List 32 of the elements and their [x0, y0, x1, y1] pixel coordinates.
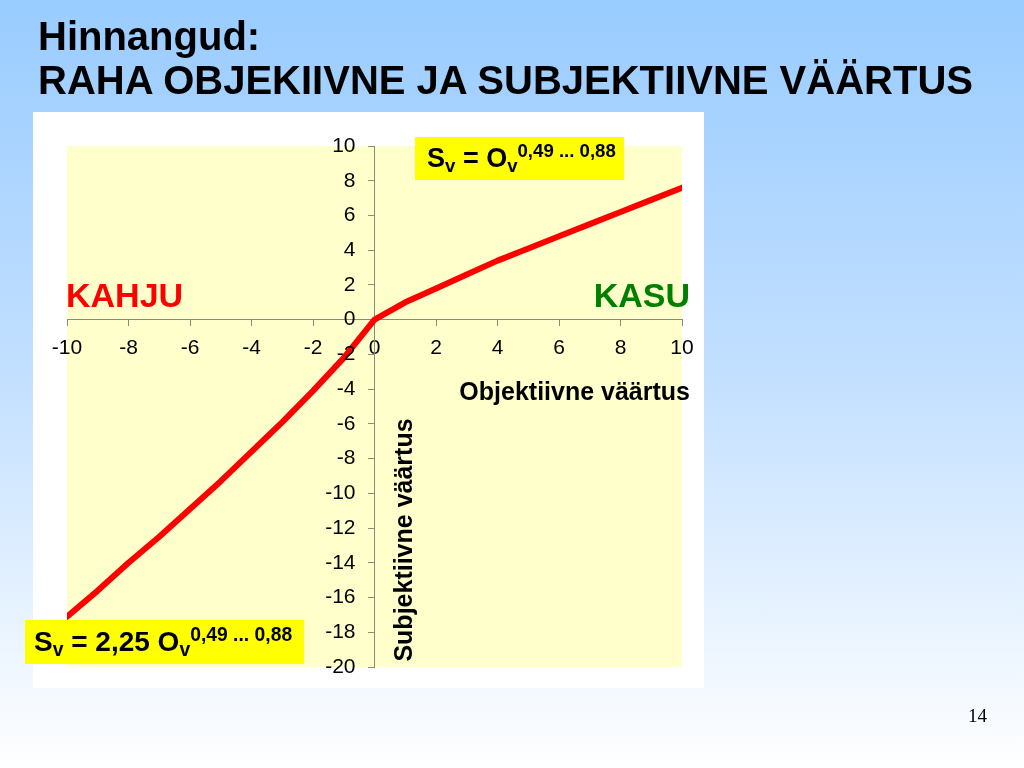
x-tick-label: -6 [180, 335, 200, 359]
y-tick-label: 6 [343, 202, 356, 226]
x-axis-title: Objektiivne väärtus [459, 377, 690, 406]
x-tick-label: -4 [242, 335, 262, 359]
y-tick-label: -12 [325, 514, 356, 538]
x-tick-label: -8 [119, 335, 138, 359]
y-tick-label: -16 [325, 584, 356, 608]
y-tick-label: 2 [343, 271, 356, 295]
y-tick-label: -14 [325, 549, 356, 573]
x-tick-label: 8 [614, 335, 627, 359]
y-tick-label: -20 [325, 653, 356, 677]
annotation: KAHJU [66, 276, 184, 316]
text: 14 [968, 705, 987, 727]
y-tick-label: 4 [343, 237, 356, 260]
x-tick-label: 4 [491, 335, 504, 359]
y-tick-label: -4 [336, 375, 356, 399]
y-tick-label: -10 [325, 480, 356, 504]
y-tick-label: 10 [332, 132, 356, 156]
y-tick-label: -8 [336, 445, 356, 469]
x-tick-label: -2 [303, 335, 323, 359]
y-tick-label: -18 [325, 619, 356, 643]
x-tick-label: -10 [51, 335, 83, 359]
chart-subtitle: RAHA OBJEKIIVNE JA SUBJEKTIIVNE VÄÄRTUS [38, 58, 973, 102]
y-tick-label: 8 [343, 167, 356, 191]
annotation: KASU [593, 276, 690, 316]
chart-title: Hinnangud: [38, 14, 261, 58]
y-tick-label: 0 [343, 306, 356, 330]
x-tick-label: 10 [670, 335, 694, 359]
x-tick-label: 6 [553, 335, 565, 359]
x-tick-label: 2 [430, 335, 442, 359]
y-axis-title: Subjektiivne väärtus [389, 418, 418, 662]
y-tick-label: -6 [336, 410, 356, 434]
